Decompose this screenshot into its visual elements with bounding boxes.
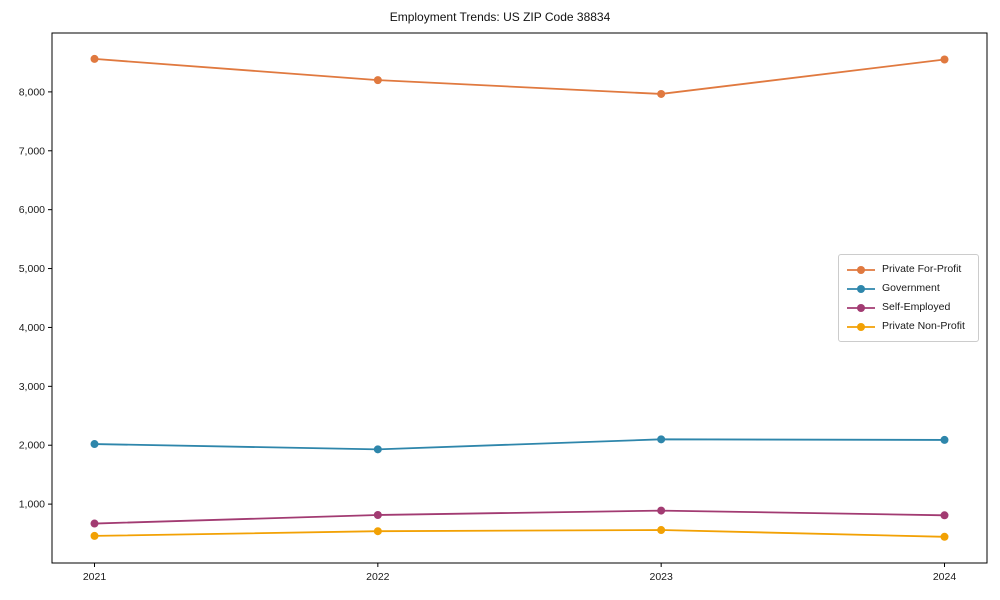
legend-item-self-employed: Self-Employed bbox=[846, 302, 971, 313]
series-line-private-non-profit bbox=[94, 529, 945, 538]
y-tick-label: 6,000 bbox=[19, 204, 45, 216]
legend-marker-self-employed bbox=[847, 303, 875, 312]
y-tick-label: 8,000 bbox=[19, 86, 45, 98]
data-point-government bbox=[940, 435, 949, 444]
plot-border bbox=[51, 32, 988, 564]
series-line-government bbox=[94, 438, 945, 451]
series-line-private-for-profit bbox=[94, 58, 945, 95]
data-point-government bbox=[373, 445, 382, 454]
y-tick-label: 2,000 bbox=[19, 440, 45, 452]
legend-marker-government bbox=[847, 284, 875, 293]
data-point-government bbox=[657, 435, 666, 444]
legend-label: Self-Employed bbox=[882, 301, 951, 314]
data-point-private-for-profit bbox=[373, 76, 382, 85]
data-point-self-employed bbox=[657, 506, 666, 515]
legend: Private For-Profit Government Self-Employe… bbox=[838, 254, 979, 342]
x-tick-label: 2024 bbox=[933, 571, 957, 583]
data-point-private-non-profit bbox=[373, 527, 382, 536]
data-point-self-employed bbox=[90, 519, 99, 528]
data-point-private-for-profit bbox=[657, 89, 666, 98]
y-tick-label: 3,000 bbox=[19, 381, 45, 393]
legend-label: Private Non-Profit bbox=[882, 320, 965, 333]
legend-label: Private For-Profit bbox=[882, 263, 962, 276]
legend-item-government: Government bbox=[846, 283, 971, 294]
data-point-private-non-profit bbox=[940, 532, 949, 541]
data-point-private-non-profit bbox=[90, 531, 99, 540]
legend-label: Government bbox=[882, 282, 940, 295]
data-point-private-for-profit bbox=[90, 54, 99, 63]
data-point-private-for-profit bbox=[940, 55, 949, 64]
y-tick-label: 1,000 bbox=[19, 499, 45, 511]
legend-item-private-non-profit: Private Non-Profit bbox=[846, 321, 971, 332]
data-point-self-employed bbox=[940, 511, 949, 520]
legend-marker-private-for-profit bbox=[847, 265, 875, 274]
legend-marker-private-non-profit bbox=[847, 322, 875, 331]
x-tick-label: 2021 bbox=[83, 571, 107, 583]
legend-item-private-for-profit: Private For-Profit bbox=[846, 264, 971, 275]
y-tick-label: 5,000 bbox=[19, 263, 45, 275]
x-tick-label: 2022 bbox=[366, 571, 390, 583]
x-tick-label: 2023 bbox=[649, 571, 673, 583]
y-tick-label: 4,000 bbox=[19, 322, 45, 334]
data-point-private-non-profit bbox=[657, 526, 666, 535]
chart-title: Employment Trends: US ZIP Code 38834 bbox=[389, 10, 611, 24]
data-point-self-employed bbox=[373, 511, 382, 520]
data-point-government bbox=[90, 440, 99, 449]
y-tick-label: 7,000 bbox=[19, 145, 45, 157]
series-line-self-employed bbox=[94, 509, 945, 525]
